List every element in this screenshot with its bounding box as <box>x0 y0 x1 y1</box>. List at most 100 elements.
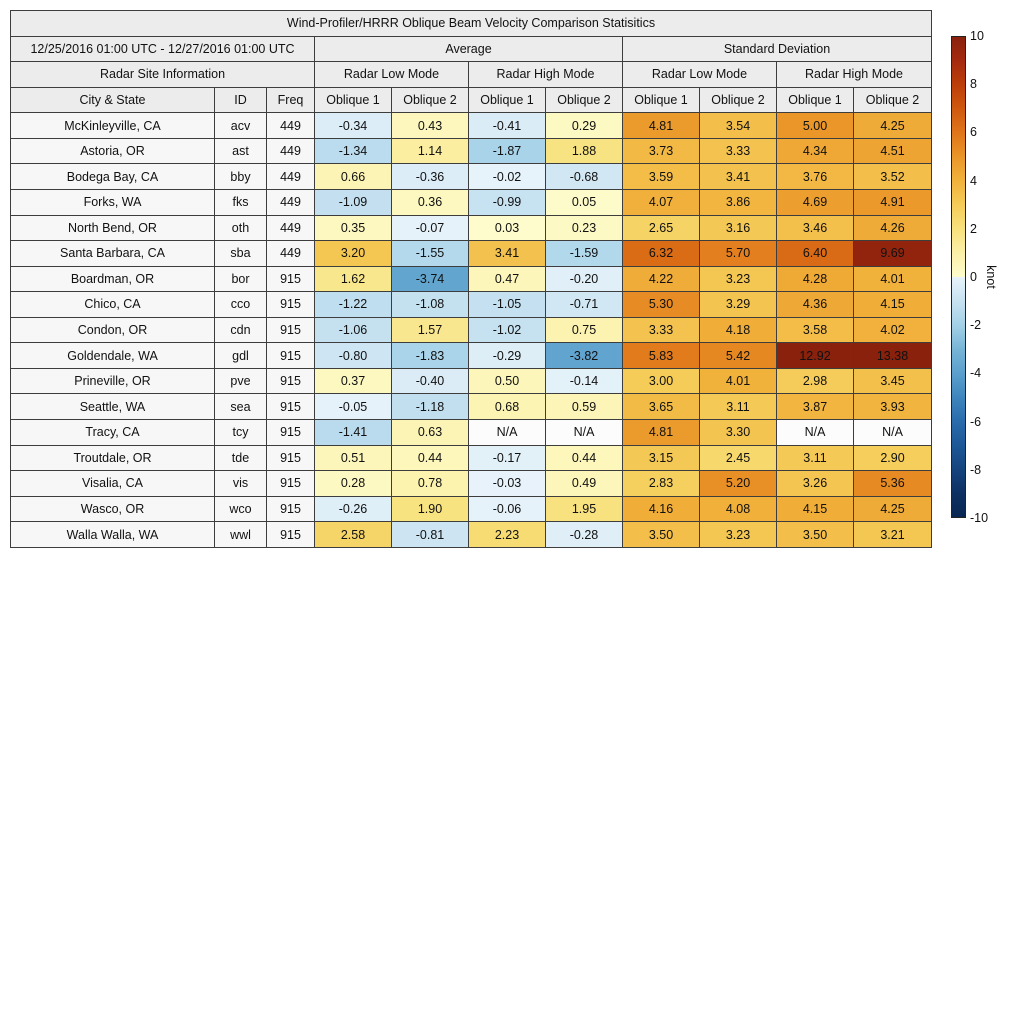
value-cell: -0.81 <box>392 522 469 548</box>
value-cell: 4.02 <box>854 317 932 344</box>
value-cell: 13.38 <box>854 343 932 369</box>
mode-header-1: Radar High Mode <box>469 62 623 88</box>
value-cell: 3.33 <box>623 317 700 344</box>
value-cell: 4.18 <box>700 317 777 344</box>
value-cell: 0.59 <box>546 394 623 420</box>
id-cell: wco <box>215 496 267 523</box>
freq-cell: 915 <box>267 496 315 523</box>
value-cell: 3.46 <box>777 215 854 242</box>
id-cell: tcy <box>215 420 267 446</box>
value-cell: 5.70 <box>700 241 777 267</box>
value-cell: 2.83 <box>623 471 700 497</box>
id-cell: bor <box>215 266 267 293</box>
column-header-3: Oblique 1 <box>315 87 392 114</box>
city-cell: Bodega Bay, CA <box>11 164 215 190</box>
freq-cell: 915 <box>267 266 315 293</box>
group-header-standard-deviation: Standard Deviation <box>623 36 932 63</box>
value-cell: 4.07 <box>623 189 700 216</box>
value-cell: -1.87 <box>469 138 546 165</box>
value-cell: 4.15 <box>777 496 854 523</box>
value-cell: -0.80 <box>315 343 392 369</box>
value-cell: -0.03 <box>469 471 546 497</box>
table-title: Wind-Profiler/HRRR Oblique Beam Velocity… <box>11 11 932 37</box>
freq-cell: 449 <box>267 215 315 242</box>
value-cell: -1.06 <box>315 317 392 344</box>
colorbar-tick-label: 0 <box>970 270 977 284</box>
value-cell: 3.23 <box>700 266 777 293</box>
value-cell: -1.22 <box>315 292 392 318</box>
value-cell: 3.59 <box>623 164 700 190</box>
colorbar-tick-label: 4 <box>970 173 977 188</box>
colorbar-unit-label: knot <box>984 265 998 289</box>
value-cell: 3.76 <box>777 164 854 190</box>
value-cell: 0.47 <box>469 266 546 293</box>
value-cell: 0.50 <box>469 368 546 395</box>
city-cell: Prineville, OR <box>11 368 215 395</box>
city-cell: Tracy, CA <box>11 420 215 446</box>
value-cell: 0.36 <box>392 189 469 216</box>
colorbar-tick-label: 10 <box>970 29 984 43</box>
mode-header-2: Radar Low Mode <box>623 62 777 88</box>
column-header-9: Oblique 1 <box>777 87 854 114</box>
value-cell: -0.29 <box>469 343 546 369</box>
city-cell: Forks, WA <box>11 189 215 216</box>
value-cell: N/A <box>777 420 854 446</box>
value-cell: 4.15 <box>854 292 932 318</box>
value-cell: 0.75 <box>546 317 623 344</box>
value-cell: 3.54 <box>700 113 777 139</box>
value-cell: -1.08 <box>392 292 469 318</box>
freq-cell: 915 <box>267 343 315 369</box>
value-cell: -0.41 <box>469 113 546 139</box>
value-cell: 4.28 <box>777 266 854 293</box>
value-cell: -1.02 <box>469 317 546 344</box>
value-cell: -0.26 <box>315 496 392 523</box>
value-cell: 0.35 <box>315 215 392 242</box>
value-cell: 5.83 <box>623 343 700 369</box>
column-header-5: Oblique 1 <box>469 87 546 114</box>
value-cell: 6.32 <box>623 241 700 267</box>
freq-cell: 449 <box>267 138 315 165</box>
value-cell: -3.74 <box>392 266 469 293</box>
id-cell: vis <box>215 471 267 497</box>
value-cell: -0.07 <box>392 215 469 242</box>
value-cell: 0.51 <box>315 445 392 472</box>
value-cell: 4.81 <box>623 420 700 446</box>
value-cell: 3.21 <box>854 522 932 548</box>
id-cell: tde <box>215 445 267 472</box>
value-cell: -1.83 <box>392 343 469 369</box>
column-header-7: Oblique 1 <box>623 87 700 114</box>
value-cell: 0.63 <box>392 420 469 446</box>
value-cell: 3.73 <box>623 138 700 165</box>
value-cell: -0.17 <box>469 445 546 472</box>
freq-cell: 915 <box>267 368 315 395</box>
value-cell: 0.44 <box>546 445 623 472</box>
id-cell: gdl <box>215 343 267 369</box>
colorbar-tick-label: -10 <box>970 511 989 525</box>
value-cell: 3.87 <box>777 394 854 420</box>
value-cell: 1.90 <box>392 496 469 523</box>
freq-cell: 915 <box>267 445 315 472</box>
value-cell: 0.23 <box>546 215 623 242</box>
value-cell: 5.42 <box>700 343 777 369</box>
value-cell: 5.20 <box>700 471 777 497</box>
value-cell: -0.05 <box>315 394 392 420</box>
value-cell: -1.41 <box>315 420 392 446</box>
period-label: 12/25/2016 01:00 UTC - 12/27/2016 01:00 … <box>11 36 315 63</box>
column-header-0: City & State <box>11 87 215 114</box>
column-header-2: Freq <box>267 87 315 114</box>
value-cell: -0.36 <box>392 164 469 190</box>
value-cell: 2.90 <box>854 445 932 472</box>
value-cell: 3.26 <box>777 471 854 497</box>
value-cell: -1.05 <box>469 292 546 318</box>
value-cell: N/A <box>546 420 623 446</box>
value-cell: 0.49 <box>546 471 623 497</box>
freq-cell: 449 <box>267 241 315 267</box>
value-cell: 3.86 <box>700 189 777 216</box>
freq-cell: 449 <box>267 113 315 139</box>
value-cell: 5.36 <box>854 471 932 497</box>
id-cell: sba <box>215 241 267 267</box>
value-cell: 3.16 <box>700 215 777 242</box>
city-cell: Santa Barbara, CA <box>11 241 215 267</box>
value-cell: 0.43 <box>392 113 469 139</box>
